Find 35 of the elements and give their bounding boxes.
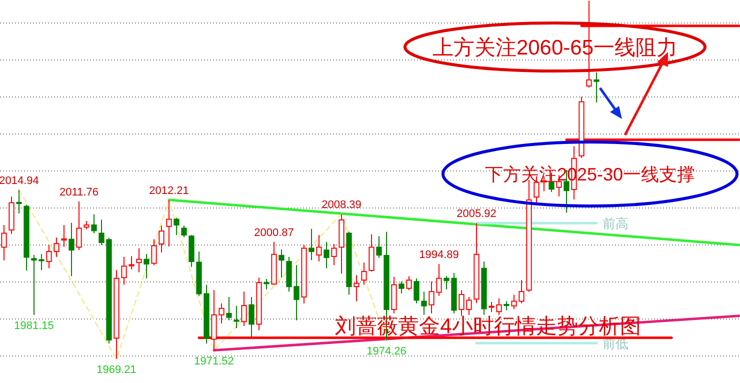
annotation: 1969.21 — [96, 364, 136, 376]
candlestick — [361, 262, 367, 286]
candlestick — [338, 213, 344, 274]
series-label: 前高 — [602, 216, 628, 232]
candlestick — [256, 277, 262, 331]
candlestick — [61, 224, 67, 248]
candlestick — [114, 270, 120, 360]
annotation: 2008.39 — [322, 198, 362, 211]
candlestick — [76, 200, 82, 251]
candlestick — [16, 189, 22, 214]
candlestick — [324, 241, 330, 269]
candlestick — [316, 234, 322, 262]
candlestick — [308, 228, 314, 261]
annotation: 2012.21 — [149, 184, 189, 197]
candlestick — [248, 296, 254, 338]
candlestick — [166, 199, 172, 247]
annotation: 1974.26 — [366, 345, 406, 358]
candlestick — [594, 72, 600, 103]
annotation: 2011.76 — [60, 186, 98, 198]
candlestick — [158, 225, 164, 254]
candlestick — [68, 222, 74, 277]
candlestick — [481, 260, 487, 316]
candlestick — [234, 305, 240, 329]
candlestick — [144, 253, 150, 279]
annotation: 1971.52 — [194, 355, 234, 368]
candlestick — [354, 274, 360, 302]
candlestick — [278, 248, 284, 278]
candlestick — [241, 291, 247, 326]
annotation: 2005.92 — [456, 208, 496, 220]
annotation: 1981.15 — [14, 320, 54, 332]
annotation: 2000.87 — [254, 226, 294, 239]
annotation: 2014.94 — [0, 174, 39, 187]
annotation: 1994.89 — [419, 249, 459, 262]
candlestick — [136, 248, 142, 273]
candlestick — [421, 291, 427, 316]
